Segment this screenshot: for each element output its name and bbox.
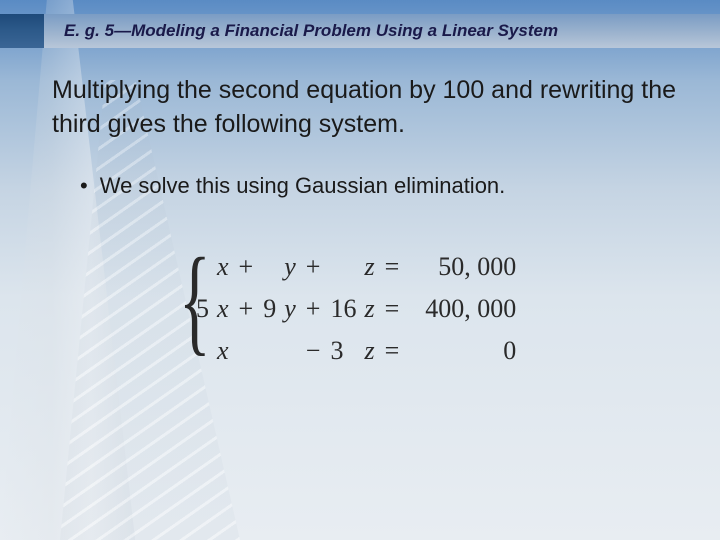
slide-title: E. g. 5—Modeling a Financial Problem Usi… [64, 21, 558, 41]
eq-op: + [300, 288, 327, 330]
eq-equals: = [379, 330, 406, 372]
eq-coef [326, 246, 360, 288]
content-area: Multiplying the second equation by 100 a… [52, 74, 680, 372]
eq-var: x [213, 246, 233, 288]
bullet-text: We solve this using Gaussian elimination… [100, 172, 506, 201]
eq-rhs: 50, 000 [405, 246, 520, 288]
eq-var: z [360, 288, 378, 330]
equation-row: 5 x + 9 y + 16 z = 400, 000 [192, 288, 520, 330]
equation-row: x − 3 z = 0 [192, 330, 520, 372]
eq-var [280, 330, 300, 372]
bullet-row: • We solve this using Gaussian eliminati… [80, 172, 680, 201]
equation-system: { x + y + z = 50, 000 5 x + 9 y + 1 [192, 246, 680, 372]
eq-var: y [280, 288, 300, 330]
title-bar: E. g. 5—Modeling a Financial Problem Usi… [0, 14, 720, 48]
eq-var: z [360, 246, 378, 288]
eq-coef: 16 [326, 288, 360, 330]
left-brace: { [179, 240, 211, 360]
eq-coef [259, 330, 280, 372]
eq-coef: 3 [326, 330, 360, 372]
eq-rhs: 0 [405, 330, 520, 372]
eq-rhs: 400, 000 [405, 288, 520, 330]
eq-var: x [213, 330, 233, 372]
eq-var: z [360, 330, 378, 372]
eq-coef [259, 246, 280, 288]
bullet-marker: • [80, 172, 88, 201]
eq-op [233, 330, 260, 372]
eq-op: + [233, 246, 260, 288]
body-paragraph: Multiplying the second equation by 100 a… [52, 74, 680, 142]
eq-var: y [280, 246, 300, 288]
equation-table: x + y + z = 50, 000 5 x + 9 y + 16 z = 4 [192, 246, 520, 372]
eq-equals: = [379, 246, 406, 288]
eq-var: x [213, 288, 233, 330]
eq-equals: = [379, 288, 406, 330]
equation-row: x + y + z = 50, 000 [192, 246, 520, 288]
eq-coef: 9 [259, 288, 280, 330]
title-accent-block [0, 14, 44, 48]
eq-op: + [233, 288, 260, 330]
eq-op: + [300, 246, 327, 288]
eq-op: − [300, 330, 327, 372]
